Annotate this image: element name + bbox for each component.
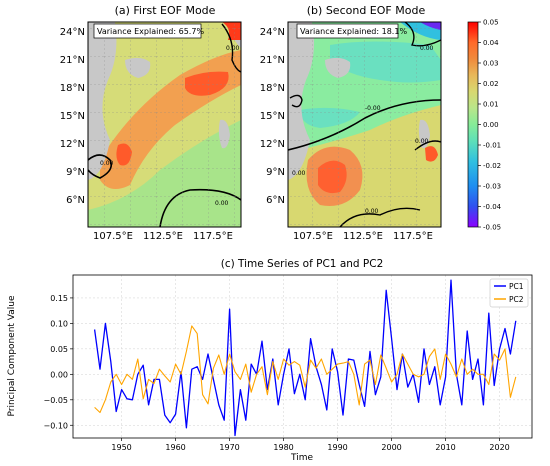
lon-tick: 107.5°E: [293, 231, 333, 242]
legend-label-pc1: PC1: [509, 282, 524, 291]
map-b-annotation-box: [296, 23, 399, 39]
contour-label: 0.00: [365, 208, 379, 215]
lat-tick: 9°N: [66, 167, 85, 178]
map-a-annotation: Variance Explained: 65.7%: [97, 27, 204, 36]
lat-tick: 15°N: [60, 111, 85, 122]
y-axis-label: Principal Component Value: [7, 295, 17, 417]
y-axis: −0.10 −0.05 0.00 0.05 0.10 0.15: [43, 294, 73, 430]
lat-tick: 24°N: [60, 27, 85, 38]
y-tick-label: 0.05: [50, 345, 68, 354]
y-tick-label: −0.10: [43, 421, 68, 430]
x-axis-label: Time: [290, 453, 313, 463]
colorbar-tick-label: -0.01: [483, 142, 501, 150]
map-a: (a) First EOF Mode Variance Explained: 6…: [60, 4, 242, 242]
plot-frame: [72, 274, 533, 439]
lat-tick: 15°N: [260, 111, 285, 122]
series-line-pc1: [93, 279, 517, 437]
series-line-pc2: [94, 325, 517, 414]
map-b-annotation: Variance Explained: 18.1%: [300, 27, 407, 36]
contour-label: -0.00: [365, 105, 381, 112]
map-a-annotation-box: [93, 23, 202, 39]
lon-tick: 117.5°E: [193, 231, 233, 242]
legend: PC1 PC2: [489, 278, 529, 308]
contour-label: 0.00: [100, 160, 114, 167]
lat-tick: 21°N: [260, 55, 285, 66]
chart-series: [93, 279, 517, 437]
lat-tick: 21°N: [60, 55, 85, 66]
map-a-lat-axis: 24°N 21°N 18°N 15°N 12°N 9°N 6°N: [60, 27, 85, 206]
map-a-field: [88, 22, 241, 227]
x-tick-label: 2000: [381, 443, 401, 452]
contour-label: 0.00: [292, 170, 306, 177]
x-tick-label: 2010: [435, 443, 455, 452]
colorbar-tick-label: 0.05: [483, 19, 499, 27]
y-tick-label: −0.05: [43, 396, 68, 405]
time-series-chart: (c) Time Series of PC1 and PC2 1950 1960 1…: [7, 258, 533, 463]
x-axis: 1950 1960 1970 1980 1990 2000 2010 2020: [111, 438, 510, 452]
x-tick-label: 1960: [165, 443, 185, 452]
contour-label: 0.00: [215, 200, 229, 207]
lat-tick: 6°N: [66, 195, 85, 206]
colorbar-tick-label: -0.04: [483, 203, 502, 211]
legend-label-pc2: PC2: [509, 295, 524, 304]
map-b: (b) Second EOF Mode Variance Explained: …: [260, 4, 442, 242]
x-tick-label: 1950: [111, 443, 131, 452]
map-b-lon-axis: 107.5°E 112.5°E 117.5°E: [293, 231, 433, 242]
y-tick-label: 0.15: [50, 294, 68, 303]
colorbar-tick-label: 0.00: [483, 121, 499, 129]
lat-tick: 12°N: [260, 139, 285, 150]
x-tick-label: 1970: [219, 443, 239, 452]
x-tick-label: 2020: [489, 443, 509, 452]
x-tick-label: 1990: [327, 443, 347, 452]
colorbar-tick-label: -0.05: [483, 224, 501, 232]
colorbar-tick-label: 0.02: [483, 80, 499, 88]
map-a-title: (a) First EOF Mode: [115, 4, 216, 17]
map-b-field: [288, 22, 441, 227]
colorbar-tick-label: -0.02: [483, 162, 501, 170]
lon-tick: 112.5°E: [143, 231, 183, 242]
lat-tick: 18°N: [260, 83, 285, 94]
x-tick-label: 1980: [273, 443, 293, 452]
map-b-lat-axis: 24°N 21°N 18°N 15°N 12°N 9°N 6°N: [260, 27, 285, 206]
y-tick-label: 0.10: [50, 319, 68, 328]
lon-tick: 117.5°E: [393, 231, 433, 242]
lat-tick: 12°N: [60, 139, 85, 150]
map-a-lon-axis: 107.5°E 112.5°E 117.5°E: [93, 231, 233, 242]
contour-label: 0.00: [415, 138, 429, 145]
lat-tick: 24°N: [260, 27, 285, 38]
lon-tick: 112.5°E: [343, 231, 383, 242]
y-tick-label: 0.00: [50, 370, 68, 379]
colorbar-gradient: [467, 21, 479, 228]
colorbar-ticks: 0.05 0.04 0.03 0.02 0.01 0.00 -0.01 -0.02 -0.03 -…: [478, 19, 502, 232]
contour-label: 0.00: [420, 45, 434, 52]
contour-label: 0.00: [226, 45, 240, 52]
lat-tick: 18°N: [60, 83, 85, 94]
colorbar-tick-label: 0.03: [483, 60, 499, 68]
lat-tick: 9°N: [266, 167, 285, 178]
colorbar-tick-label: 0.01: [483, 101, 499, 109]
map-b-title: (b) Second EOF Mode: [307, 4, 426, 17]
chart-title: (c) Time Series of PC1 and PC2: [221, 258, 384, 270]
colorbar-tick-label: -0.03: [483, 183, 501, 191]
chart-grid: [73, 275, 532, 438]
colorbar-tick-label: 0.04: [483, 39, 499, 47]
lat-tick: 6°N: [266, 195, 285, 206]
colorbar: 0.05 0.04 0.03 0.02 0.01 0.00 -0.01 -0.02 -0.03 -…: [467, 19, 502, 232]
lon-tick: 107.5°E: [93, 231, 133, 242]
